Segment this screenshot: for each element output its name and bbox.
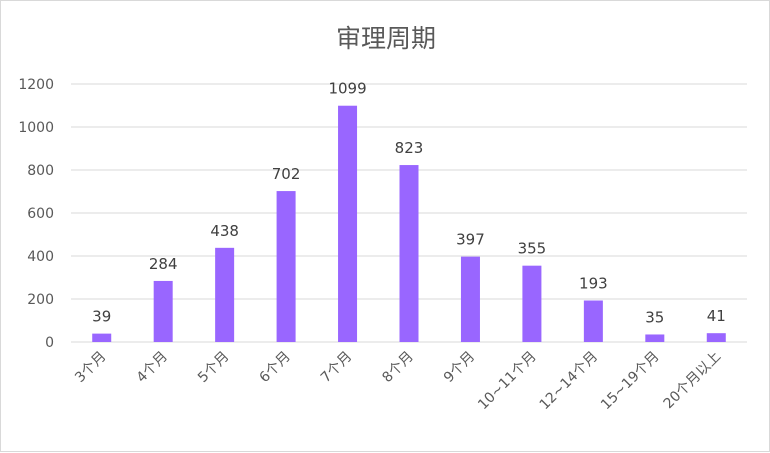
bar	[645, 334, 665, 342]
x-tick-label: 8个月	[379, 349, 416, 386]
chart-title: 审理周期	[336, 24, 436, 53]
bar	[399, 165, 419, 342]
y-tick-label: 800	[27, 163, 54, 179]
x-tick-label: 20个月以上	[661, 349, 725, 413]
x-tick-label: 15~19个月	[598, 349, 663, 414]
bar	[460, 256, 480, 342]
x-tick-label: 5个月	[195, 349, 232, 386]
bars	[92, 105, 726, 342]
data-labels: 39 284 438 702 1099 823 397 355 193 35 41	[92, 80, 726, 327]
data-label: 39	[92, 308, 111, 326]
x-tick-label: 7个月	[318, 349, 355, 386]
y-tick-label: 0	[45, 335, 54, 351]
data-label: 193	[579, 275, 608, 293]
data-label: 355	[518, 240, 547, 258]
data-label: 284	[149, 255, 178, 273]
data-label: 1099	[328, 80, 366, 98]
x-tick-label: 12~14个月	[537, 349, 602, 414]
data-label: 823	[395, 139, 424, 157]
bar	[522, 265, 542, 342]
x-tick-label: 10~11个月	[475, 349, 540, 414]
data-label: 438	[210, 222, 239, 240]
y-tick-label: 1200	[18, 77, 54, 93]
data-label: 702	[272, 165, 301, 183]
y-tick-label: 600	[27, 206, 54, 222]
x-tick-label: 4个月	[134, 349, 171, 386]
bar	[276, 191, 296, 342]
bar	[583, 300, 603, 342]
y-tick-label: 400	[27, 249, 54, 265]
x-tick-label: 9个月	[441, 349, 478, 386]
y-tick-label: 1000	[18, 120, 54, 136]
data-label: 35	[645, 308, 664, 326]
bar	[706, 333, 726, 342]
bar	[92, 333, 112, 342]
data-label: 397	[456, 231, 485, 249]
x-tick-label: 6个月	[256, 349, 293, 386]
x-axis-ticks: 3个月 4个月 5个月 6个月 7个月 8个月 9个月10~11个月12~14个月15~19…	[72, 349, 724, 414]
data-label: 41	[707, 307, 726, 325]
bar	[153, 280, 173, 342]
y-axis-ticks: 0 200 400 600 800 1000 1200	[18, 77, 54, 351]
bar	[215, 247, 235, 342]
x-tick-label: 3个月	[72, 349, 109, 386]
bar	[338, 105, 358, 342]
y-tick-label: 200	[27, 292, 54, 308]
